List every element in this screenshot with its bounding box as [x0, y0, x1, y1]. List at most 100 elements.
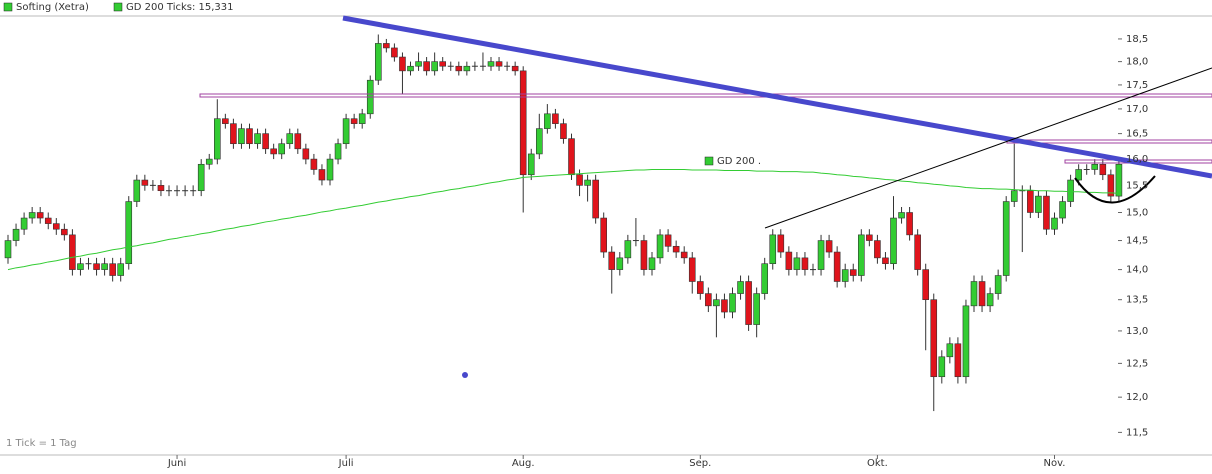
candle-body: [841, 269, 849, 282]
candle-body: [986, 293, 994, 307]
candle-body: [399, 56, 406, 72]
candle-body: [552, 113, 559, 124]
candle-body: [930, 299, 938, 378]
candle-body: [52, 223, 60, 230]
candle-body: [874, 240, 881, 259]
candle-body: [383, 43, 390, 49]
candle-body: [737, 281, 744, 294]
candle-body: [978, 281, 986, 307]
legend: Softing (Xetra) GD 200 Ticks: 15,331: [3, 2, 234, 13]
candle-body: [962, 305, 970, 378]
candle-body: [487, 61, 495, 67]
candle-body: [705, 293, 712, 307]
candle-body: [769, 234, 777, 265]
candle-body: [576, 174, 583, 186]
y-tick-label: 18,5: [1126, 34, 1148, 45]
candle-body: [407, 65, 414, 72]
x-tick-label: Aug.: [512, 458, 535, 469]
candle-body: [1010, 190, 1018, 202]
candle-body: [608, 251, 616, 270]
candle-body: [672, 245, 680, 253]
drawings: [199, 15, 1212, 378]
candle-body: [133, 179, 141, 202]
candle-body: [431, 61, 438, 72]
candle-body: [61, 228, 68, 236]
legend-label: GD 200 Ticks: 15,331: [126, 2, 234, 13]
candle-body: [205, 158, 213, 165]
candle-body: [833, 251, 841, 282]
candle-body: [1099, 163, 1107, 176]
candle-body: [584, 179, 591, 186]
candle-body: [350, 118, 358, 124]
candle-body: [592, 179, 599, 219]
candle-body: [455, 65, 463, 72]
candle-body: [938, 356, 946, 378]
candle-body: [1107, 174, 1115, 197]
candle-body: [866, 234, 873, 241]
candle-body: [222, 118, 229, 124]
y-tick-label: 14,5: [1126, 236, 1148, 247]
candle-body: [214, 118, 221, 160]
candle-body: [713, 299, 720, 307]
candle-body: [535, 128, 543, 155]
candle-body: [898, 212, 905, 219]
candle-body: [721, 299, 728, 313]
candle-body: [391, 47, 398, 58]
candle-body: [254, 133, 261, 145]
candle-body: [729, 293, 736, 313]
legend-swatch: [3, 2, 13, 12]
candle-body: [560, 123, 567, 139]
candle-body: [246, 128, 253, 145]
candle-body: [761, 263, 769, 294]
candle-body: [793, 257, 801, 270]
candle-body: [511, 65, 519, 72]
legend-swatch: [113, 2, 123, 12]
candle-body: [374, 43, 382, 81]
candle-body: [36, 212, 44, 219]
candle-body: [157, 185, 165, 192]
candle-body: [197, 163, 205, 192]
candle-body: [101, 263, 108, 270]
candle-body: [1027, 190, 1034, 213]
candle-body: [624, 240, 632, 259]
candle-body: [326, 158, 334, 181]
candle-body: [994, 275, 1002, 294]
candle-body: [423, 61, 430, 72]
y-tick-label: 16,0: [1126, 154, 1148, 165]
candle-body: [1002, 201, 1010, 276]
candle-body: [20, 217, 28, 230]
candle-body: [640, 240, 648, 270]
candle-body: [656, 234, 664, 259]
candle-body: [1091, 163, 1099, 170]
curve-drawing: [1074, 175, 1156, 204]
candle-body: [141, 179, 149, 186]
candle-body: [125, 201, 133, 265]
x-tick-label: Sep.: [689, 458, 711, 469]
candle-body: [922, 269, 930, 300]
candle-body: [439, 61, 447, 67]
candle-body: [28, 212, 36, 219]
candle-body: [495, 61, 503, 67]
candle-body: [1067, 179, 1074, 202]
y-tick-label: 17,0: [1126, 104, 1148, 115]
candle-body: [648, 257, 656, 270]
candle-body: [4, 240, 12, 259]
y-tick-label: 14,0: [1126, 265, 1148, 276]
candle-body: [1115, 163, 1123, 197]
candle-body: [825, 240, 833, 253]
y-tick-label: 15,0: [1126, 207, 1148, 218]
candle-body: [77, 263, 84, 270]
x-tick-label: Juli: [338, 458, 354, 469]
candle-body: [890, 217, 897, 265]
candle-body: [230, 123, 237, 145]
candle-body: [914, 234, 921, 270]
candle-body: [753, 293, 760, 325]
candle-body: [954, 343, 962, 378]
candle-body: [600, 217, 608, 253]
candle-body: [544, 113, 551, 129]
y-tick-label: 15,5: [1126, 180, 1148, 191]
candle-body: [882, 257, 889, 265]
candle-body: [93, 263, 100, 270]
candle-body: [849, 269, 857, 276]
